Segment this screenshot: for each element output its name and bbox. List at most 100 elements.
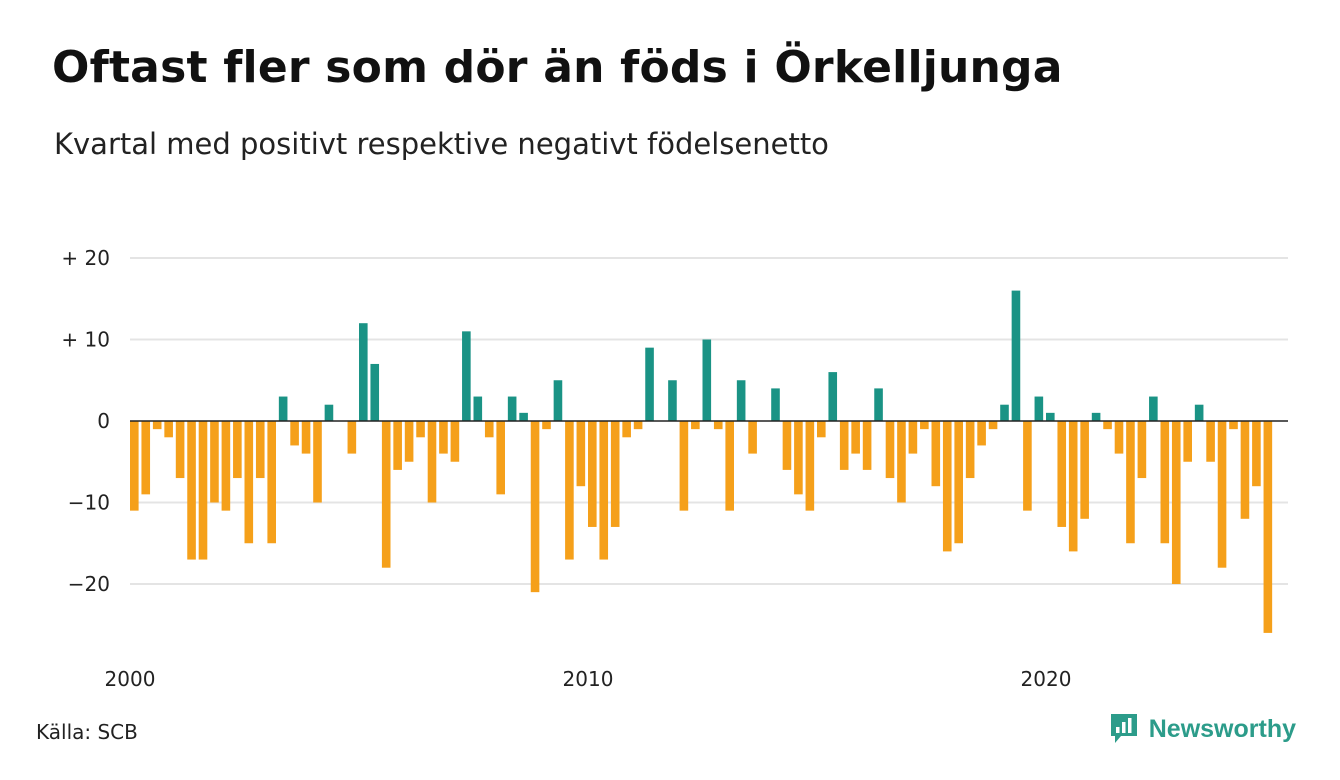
bar bbox=[599, 421, 609, 560]
bar bbox=[931, 421, 941, 487]
bar bbox=[897, 421, 906, 503]
bar bbox=[1114, 421, 1124, 454]
bar bbox=[805, 421, 815, 511]
bar bbox=[1034, 396, 1044, 421]
y-tick-label: −10 bbox=[68, 491, 110, 515]
bar bbox=[313, 421, 322, 503]
bar bbox=[484, 421, 494, 438]
bar bbox=[1171, 421, 1181, 584]
bar bbox=[1240, 421, 1250, 519]
bar bbox=[473, 396, 483, 421]
bar bbox=[691, 421, 700, 430]
bar bbox=[954, 421, 963, 544]
y-tick-label: −20 bbox=[68, 572, 110, 596]
chart-title: Oftast fler som dör än föds i Örkelljung… bbox=[52, 42, 1063, 93]
bar bbox=[988, 421, 998, 430]
bar bbox=[267, 421, 276, 544]
bar bbox=[828, 372, 838, 421]
bar bbox=[588, 421, 597, 527]
bar bbox=[920, 421, 929, 430]
bar bbox=[198, 421, 208, 560]
bar bbox=[255, 421, 265, 479]
bar bbox=[1229, 421, 1238, 430]
bar bbox=[1057, 421, 1067, 527]
source-note: Källa: SCB bbox=[36, 720, 138, 744]
bar bbox=[736, 380, 746, 421]
x-tick-label: 2020 bbox=[1021, 667, 1072, 691]
bar-chart: + 20 + 10 0 −10 −20 2000 2010 2020 bbox=[61, 246, 1288, 691]
bar bbox=[370, 363, 380, 421]
bar bbox=[1183, 421, 1192, 462]
bar bbox=[1252, 421, 1261, 487]
bar bbox=[542, 421, 551, 430]
newsworthy-logo-icon bbox=[1110, 714, 1137, 743]
bar bbox=[187, 421, 196, 560]
bar bbox=[553, 380, 563, 421]
y-tick-label: 0 bbox=[97, 409, 110, 433]
bar bbox=[324, 404, 334, 421]
bar bbox=[427, 421, 437, 503]
bar bbox=[908, 421, 918, 454]
bar bbox=[381, 421, 391, 568]
bar bbox=[645, 347, 654, 421]
bar bbox=[977, 421, 986, 446]
bar bbox=[1263, 421, 1273, 633]
y-tick-label: + 10 bbox=[61, 328, 110, 352]
bar bbox=[141, 421, 151, 495]
bar bbox=[817, 421, 826, 438]
bar bbox=[1160, 421, 1170, 544]
bar bbox=[175, 421, 185, 479]
bar bbox=[1103, 421, 1112, 430]
bar bbox=[565, 421, 574, 560]
bar bbox=[679, 421, 689, 511]
y-tick-label: + 20 bbox=[61, 246, 110, 270]
gridlines bbox=[130, 257, 1288, 585]
bar bbox=[244, 421, 254, 544]
bar bbox=[622, 421, 631, 438]
bar bbox=[576, 421, 586, 487]
bar bbox=[393, 421, 402, 470]
bar bbox=[862, 421, 872, 470]
bar bbox=[450, 421, 460, 462]
bars bbox=[130, 290, 1273, 633]
bar bbox=[1217, 421, 1227, 568]
bar bbox=[507, 396, 517, 421]
bar bbox=[610, 421, 620, 527]
bar bbox=[519, 412, 528, 421]
bar bbox=[794, 421, 803, 495]
bar bbox=[965, 421, 975, 479]
bar bbox=[439, 421, 448, 454]
bar bbox=[1126, 421, 1135, 544]
chart-subtitle: Kvartal med positivt respektive negativt… bbox=[54, 127, 829, 161]
bar bbox=[771, 388, 780, 421]
bar bbox=[278, 396, 288, 421]
bar bbox=[233, 421, 242, 479]
bar bbox=[530, 421, 540, 593]
bar bbox=[782, 421, 792, 470]
bar bbox=[359, 323, 368, 421]
x-tick-label: 2000 bbox=[105, 667, 156, 691]
bar bbox=[702, 339, 712, 421]
bar bbox=[416, 421, 425, 438]
bar bbox=[713, 421, 723, 430]
bar bbox=[725, 421, 734, 511]
bar bbox=[748, 421, 757, 454]
bar bbox=[874, 388, 883, 421]
bar bbox=[942, 421, 952, 552]
bar bbox=[1068, 421, 1078, 552]
brand[interactable]: Newsworthy bbox=[1109, 712, 1296, 746]
bar bbox=[301, 421, 311, 454]
bar bbox=[668, 380, 677, 421]
bar bbox=[221, 421, 231, 511]
bar bbox=[1023, 421, 1032, 511]
bar bbox=[1011, 290, 1021, 421]
bar bbox=[290, 421, 299, 446]
bar bbox=[1149, 396, 1158, 421]
axes: + 20 + 10 0 −10 −20 2000 2010 2020 bbox=[61, 246, 1288, 691]
bar bbox=[1080, 421, 1089, 519]
bar bbox=[164, 421, 173, 438]
bar bbox=[1137, 421, 1147, 479]
bar bbox=[210, 421, 219, 503]
bar bbox=[839, 421, 849, 470]
bar bbox=[1091, 412, 1101, 421]
